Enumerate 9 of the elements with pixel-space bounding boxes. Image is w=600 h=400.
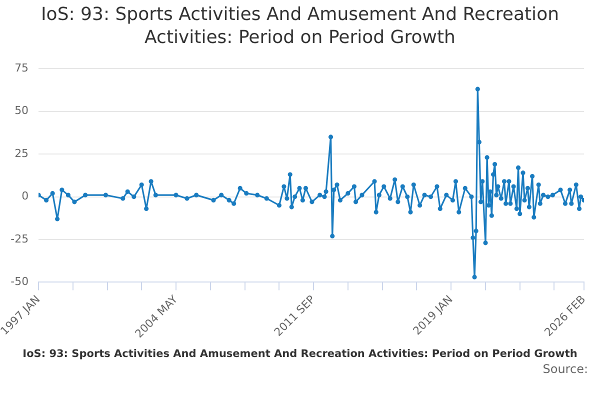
y-tick-label: 25 [14,146,29,160]
y-tick-label: -50 [10,275,29,288]
y-tick-label: -25 [10,232,29,246]
y-tick-label: 0 [22,190,29,203]
chart-title: IoS: 93: Sports Activities And Amusement And Recreation Activities: Period on Period Growth [40,3,560,50]
y-tick-label: 50 [14,104,29,118]
text: IoS: 93: Sports Activities And Amusement And Recreation Activities: Period on Period Growth [22,348,578,360]
source-note: Source: [542,362,589,376]
y-tick-label: 75 [14,61,29,74]
